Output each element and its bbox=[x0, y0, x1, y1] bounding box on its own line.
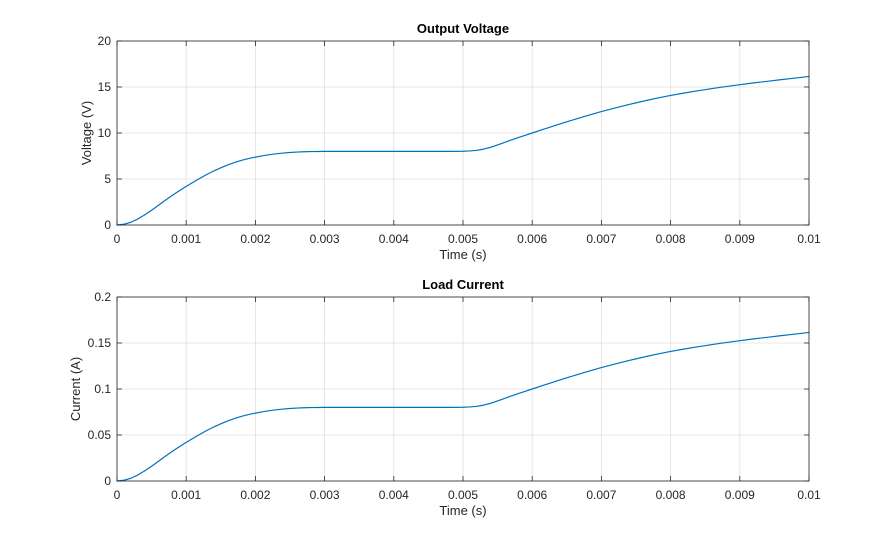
current-x-tick-label: 0.005 bbox=[448, 488, 478, 502]
current-y-tick-label: 0.2 bbox=[94, 290, 111, 304]
current-x-tick-label: 0.009 bbox=[725, 488, 755, 502]
voltage-x-tick-label: 0.002 bbox=[240, 232, 270, 246]
current-y-tick-label: 0.1 bbox=[94, 382, 111, 396]
voltage-x-tick-label: 0.005 bbox=[448, 232, 478, 246]
current-chart-title: Load Current bbox=[422, 277, 504, 292]
voltage-x-tick-label: 0.006 bbox=[517, 232, 547, 246]
voltage-series-line bbox=[116, 75, 810, 226]
current-y-tick-label: 0.15 bbox=[88, 336, 112, 350]
current-x-tick-label: 0.007 bbox=[586, 488, 616, 502]
voltage-y-axis-label: Voltage (V) bbox=[79, 101, 94, 165]
current-x-tick-label: 0 bbox=[114, 488, 121, 502]
current-y-tick-label: 0 bbox=[104, 474, 111, 488]
current-x-tick-label: 0.001 bbox=[171, 488, 201, 502]
current-x-tick-label: 0.01 bbox=[797, 488, 821, 502]
current-x-tick-label: 0.003 bbox=[310, 488, 340, 502]
voltage-x-axis-label: Time (s) bbox=[439, 247, 486, 262]
voltage-chart-title: Output Voltage bbox=[417, 21, 509, 36]
voltage-x-tick-label: 0.008 bbox=[656, 232, 686, 246]
voltage-y-tick-label: 5 bbox=[104, 172, 111, 186]
current-y-tick-label: 0.05 bbox=[88, 428, 112, 442]
voltage-x-tick-label: 0.007 bbox=[586, 232, 616, 246]
current-x-tick-label: 0.004 bbox=[379, 488, 409, 502]
voltage-x-tick-label: 0.004 bbox=[379, 232, 409, 246]
voltage-y-tick-label: 10 bbox=[98, 126, 112, 140]
voltage-x-tick-label: 0.003 bbox=[310, 232, 340, 246]
voltage-x-tick-label: 0.001 bbox=[171, 232, 201, 246]
voltage-x-tick-label: 0 bbox=[114, 232, 121, 246]
voltage-y-tick-label: 0 bbox=[104, 218, 111, 232]
voltage-subplot: 0 0.001 0.002 0.003 0.004 0.005 0.006 0.007 0.00… bbox=[98, 34, 821, 246]
current-y-axis-label: Current (A) bbox=[68, 357, 83, 421]
current-x-tick-label: 0.006 bbox=[517, 488, 547, 502]
current-series-line bbox=[116, 331, 810, 482]
current-subplot: 0 0.001 0.002 0.003 0.004 0.005 0.006 0.007 0.00… bbox=[88, 290, 821, 502]
voltage-y-tick-label: 15 bbox=[98, 80, 112, 94]
current-x-axis-label: Time (s) bbox=[439, 503, 486, 518]
current-x-tick-label: 0.002 bbox=[240, 488, 270, 502]
voltage-x-tick-label: 0.01 bbox=[797, 232, 821, 246]
current-x-tick-label: 0.008 bbox=[656, 488, 686, 502]
voltage-y-tick-label: 20 bbox=[98, 34, 112, 48]
voltage-x-tick-label: 0.009 bbox=[725, 232, 755, 246]
